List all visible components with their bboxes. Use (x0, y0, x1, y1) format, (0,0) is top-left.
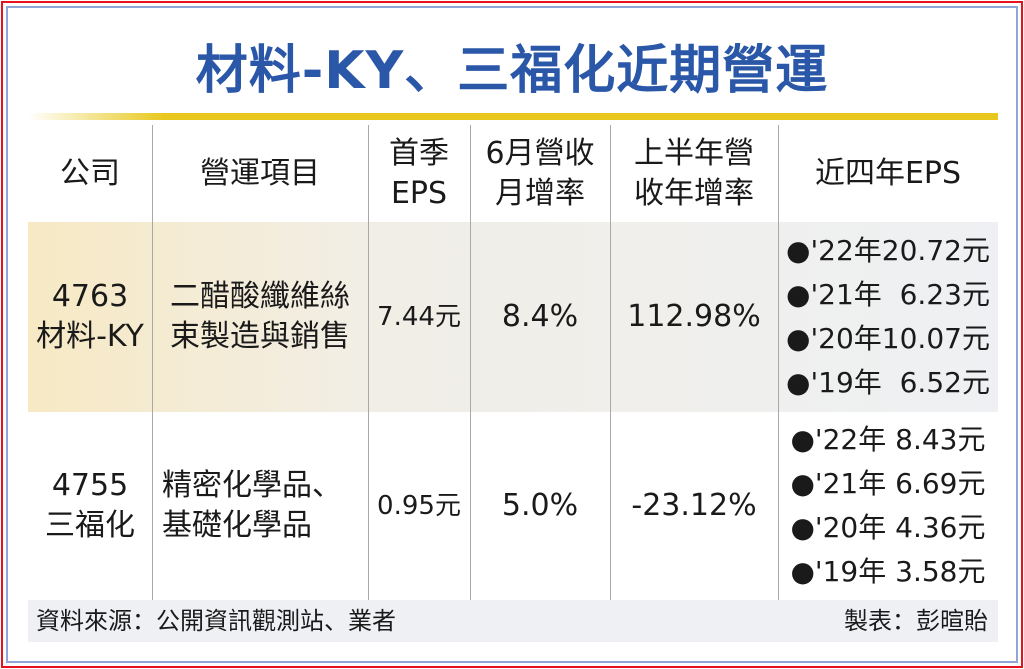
header-h1-yoy: 上半年營 收年增率 (634, 135, 754, 211)
accent-bar (28, 113, 998, 120)
company-code: 4755 (51, 468, 129, 503)
header-q1-eps: 首季 EPS (389, 135, 449, 211)
june-mom-value: 5.0% (501, 488, 579, 523)
business-line: 二醋酸纖維絲 (170, 279, 350, 314)
q1-eps-value: 7.44元 (377, 302, 461, 332)
inner-border (6, 6, 1018, 663)
table-row-company: 4763 材料-KY (28, 222, 152, 412)
credit-note: 製表：彭暄貽 (844, 607, 988, 635)
column-divider (368, 125, 369, 600)
eps-item: ●'20年 4.36元 (790, 511, 986, 544)
header-june-mom: 6月營收 月增率 (485, 135, 595, 211)
header-business: 營運項目 (200, 155, 320, 191)
table-row-business: 精密化學品、 基礎化學品 (152, 412, 368, 600)
eps-item: ●'21年 6.23元 (786, 278, 990, 311)
business-line: 基礎化學品 (162, 508, 312, 543)
eps-item: ●'22年 8.43元 (790, 423, 986, 456)
eps-item: ●'19年 6.52元 (786, 366, 990, 399)
eps4-list: ●'22年20.72元 ●'21年 6.23元 ●'20年10.07元 ●'19… (778, 222, 998, 412)
company-name: 三福化 (45, 508, 135, 543)
header-eps4: 近四年EPS (814, 155, 962, 191)
footer-background (28, 600, 998, 642)
column-divider (470, 125, 471, 600)
column-divider (152, 125, 153, 600)
table-row-company: 4755 三福化 (28, 412, 152, 600)
h1-yoy-value: 112.98% (627, 299, 761, 334)
june-mom-value: 8.4% (501, 299, 579, 334)
page-title: 材料-KY、三福化近期營運 (195, 41, 829, 101)
column-divider (610, 125, 611, 600)
h1-yoy-value: -23.12% (631, 488, 757, 523)
business-line: 束製造與銷售 (170, 319, 350, 354)
row-highlight (28, 222, 998, 412)
eps-item: ●'20年10.07元 (786, 322, 990, 355)
column-divider (778, 125, 779, 600)
header-company: 公司 (60, 155, 120, 191)
eps-item: ●'22年20.72元 (786, 234, 990, 267)
eps-item: ●'19年 3.58元 (790, 555, 986, 588)
source-note: 資料來源：公開資訊觀測站、業者 (36, 607, 396, 635)
company-name: 材料-KY (36, 319, 144, 354)
eps4-list: ●'22年 8.43元 ●'21年 6.69元 ●'20年 4.36元 ●'19… (778, 412, 998, 600)
eps-item: ●'21年 6.69元 (790, 467, 986, 500)
q1-eps-value: 0.95元 (377, 491, 461, 521)
company-code: 4763 (51, 279, 129, 314)
table-row-business: 二醋酸纖維絲 束製造與銷售 (152, 222, 368, 412)
business-line: 精密化學品、 (162, 468, 342, 503)
